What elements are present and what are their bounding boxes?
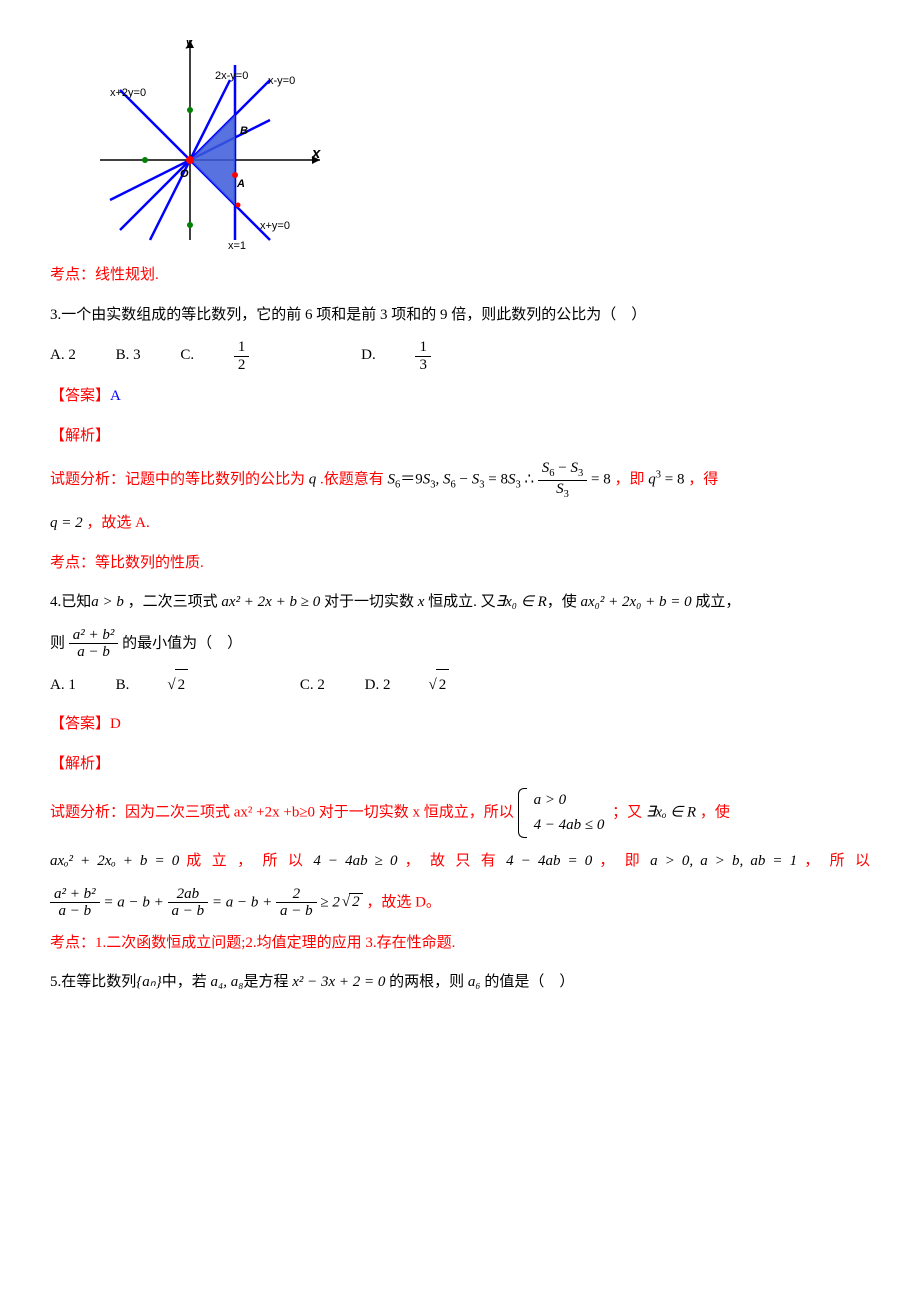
q3-parse-1: 试题分析：记题中的等比数列的公比为 q .依题意有 S6＝9S3, S6 − S… — [50, 460, 870, 500]
q4-optD: D. 22 — [365, 669, 522, 702]
axis-x-label: x — [312, 138, 320, 170]
q4-stem-1: 4.已知a > b ，二次三项式 ax² + 2x + b ≥ 0 对于一切实数… — [50, 587, 870, 619]
q3-parse-label: 【解析】 — [50, 421, 870, 453]
q4-optC: C. 2 — [300, 670, 325, 702]
q4-optA: A. 1 — [50, 670, 76, 702]
q3-optA: A. 2 — [50, 340, 76, 372]
q3-answer: 【答案】A — [50, 381, 870, 413]
q4-parse-1: 试题分析：因为二次三项式 ax² +2x +b≥0 对于一切实数 x 恒成立，所… — [50, 788, 870, 838]
q5-stem: 5.在等比数列{aₙ}中，若 a₄, a₈是方程 x² − 3x + 2 = 0… — [50, 967, 870, 999]
q3-optC: C. 12 — [180, 339, 321, 373]
pointB: B — [240, 120, 248, 143]
pointA: A — [237, 173, 245, 196]
line-label-2: 2x-y=0 — [215, 65, 248, 88]
topic-lp: 考点：线性规划. — [50, 260, 870, 292]
q3-parse-2: q = 2 ，故选 A. — [50, 508, 870, 540]
origin-label: O — [180, 163, 189, 186]
q4-topic: 考点：1.二次函数恒成立问题;2.均值定理的应用 3.存在性命题. — [50, 928, 870, 960]
lp-graph: y x O x+2y=0 2x-y=0 x-y=0 x+y=0 x=1 A B — [90, 30, 330, 250]
q3-options: A. 2 B. 3 C. 12 D. 13 — [50, 339, 870, 373]
axis-y-label: y — [186, 32, 192, 55]
line-label-3: x-y=0 — [268, 70, 295, 93]
line-label-4: x+y=0 — [260, 215, 290, 238]
q4-options: A. 1 B. 2 C. 2 D. 22 — [50, 669, 870, 702]
q3-stem: 3.一个由实数组成的等比数列，它的前 6 项和是前 3 项和的 9 倍，则此数列… — [50, 300, 870, 332]
q4-optB: B. 2 — [116, 669, 261, 702]
q4-answer: 【答案】D — [50, 709, 870, 741]
q4-parse-3: a² + b²a − b = a − b + 2aba − b = a − b … — [50, 886, 870, 920]
q4-parse-label: 【解析】 — [50, 749, 870, 781]
q3-topic: 考点：等比数列的性质. — [50, 548, 870, 580]
q3-optD: D. 13 — [361, 339, 503, 373]
line-label-5: x=1 — [228, 235, 246, 258]
q4-parse-2: axₒ² + 2xₒ + b = 0 成 立 ， 所 以 4 − 4ab ≥ 0… — [50, 846, 870, 878]
line-label-1: x+2y=0 — [110, 82, 146, 105]
q4-stem-2: 则 a² + b²a − b 的最小值为（ ） — [50, 627, 870, 661]
q3-optB: B. 3 — [116, 340, 141, 372]
